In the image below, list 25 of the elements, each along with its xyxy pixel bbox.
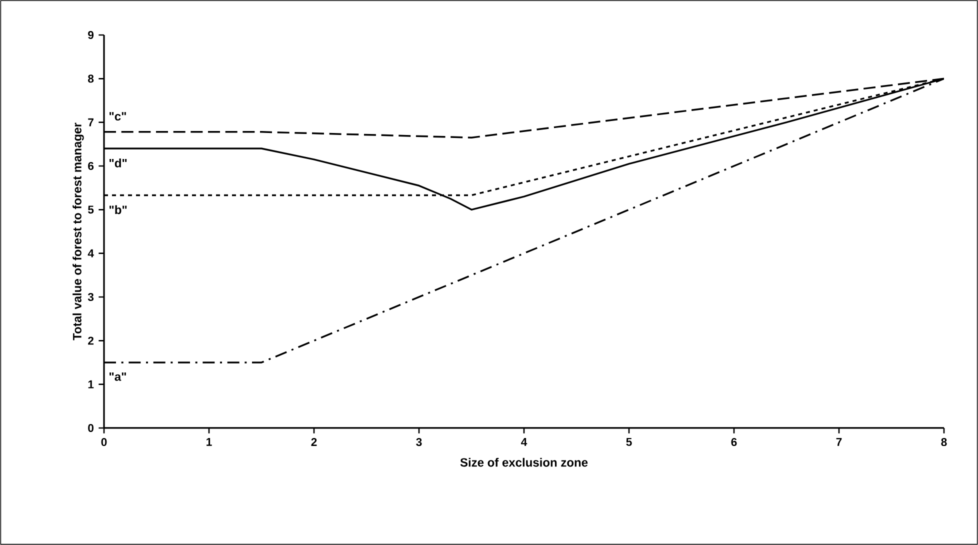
x-tick-label: 5	[626, 438, 632, 446]
y-tick-label: 5	[88, 206, 94, 214]
x-tick-label: 1	[206, 438, 212, 446]
x-tick-label: 3	[416, 438, 422, 446]
y-tick-label: 8	[88, 74, 94, 83]
y-tick-label: 0	[88, 424, 94, 432]
x-tick-label: 4	[521, 438, 528, 446]
x-tick-label: 7	[836, 438, 842, 446]
y-tick-label: 1	[88, 380, 94, 388]
series-label: "b"	[110, 205, 127, 214]
series-label: "c"	[110, 112, 126, 121]
y-tick-label: 9	[88, 30, 94, 39]
series-label: "a"	[110, 372, 126, 381]
y-tick-label: 4	[88, 249, 94, 258]
x-axis-title: Size of exclusion zone	[460, 458, 588, 467]
y-tick-label: 6	[88, 162, 94, 170]
y-axis-title: Total value of forest to forest manager	[72, 122, 84, 340]
y-tick-label: 3	[88, 292, 94, 302]
y-tick-label: 7	[88, 118, 94, 126]
series-label: "d"	[110, 158, 127, 168]
x-tick-label: 8	[941, 438, 947, 446]
x-tick-label: 2	[311, 438, 317, 446]
y-tick-label: 2	[88, 336, 94, 345]
x-tick-label: 0	[101, 438, 107, 446]
x-tick-label: 6	[731, 438, 737, 446]
